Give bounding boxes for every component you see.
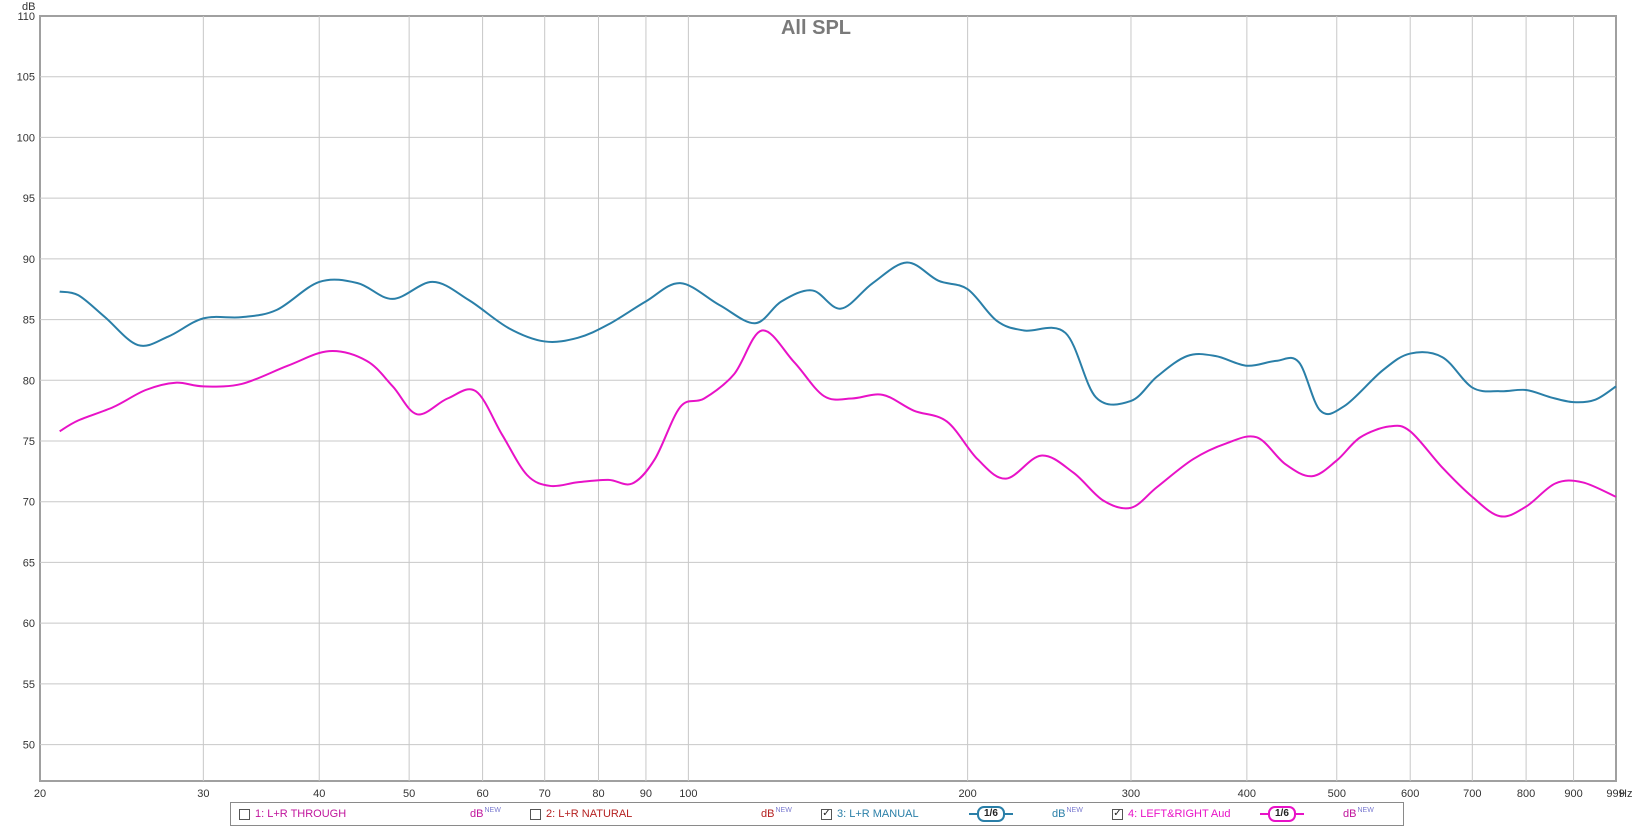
x-tick-label: 80: [592, 788, 604, 800]
y-axis-label: dB: [22, 1, 35, 13]
smoothing-line-left: [969, 813, 977, 815]
smoothing-value: 1/6: [977, 806, 1005, 822]
y-tick-label: 110: [17, 11, 35, 23]
x-tick-label: 700: [1463, 788, 1481, 800]
legend-label: 3: L+R MANUAL: [837, 808, 919, 820]
y-tick-label: 100: [17, 132, 35, 144]
db-label: dB: [1343, 808, 1357, 820]
x-tick-label: 50: [403, 788, 415, 800]
y-tick-label: 55: [23, 679, 35, 691]
legend-item-4[interactable]: ✓ 4: LEFT&RIGHT Aud: [1112, 803, 1231, 825]
y-axis-tick-labels: 110 105 100 95 90 85 80 75 70 65 60 55 50: [17, 11, 35, 752]
smoothing-line-right: [1295, 813, 1304, 815]
x-axis-unit-label: Hz: [1619, 788, 1632, 800]
series-line-2: [59, 329, 1617, 518]
checkbox-checked[interactable]: ✓: [1112, 808, 1123, 820]
x-tick-label: 400: [1238, 788, 1256, 800]
y-tick-label: 75: [23, 436, 35, 448]
x-tick-label: 20: [34, 788, 46, 800]
checkbox-checked[interactable]: ✓: [821, 808, 832, 820]
y-tick-label: 80: [23, 375, 35, 387]
legend-label: 2: L+R NATURAL: [546, 808, 633, 820]
legend-item-3[interactable]: ✓ 3: L+R MANUAL: [821, 803, 919, 825]
x-tick-label: 60: [476, 788, 488, 800]
db-offset-button[interactable]: dB NEW: [761, 803, 792, 825]
x-tick-label: 40: [313, 788, 325, 800]
db-label: dB: [761, 808, 775, 820]
grid-lines: [40, 16, 1616, 781]
smoothing-line-right: [1004, 813, 1013, 815]
checkbox-unchecked[interactable]: [530, 808, 541, 820]
x-tick-label: 100: [679, 788, 697, 800]
y-tick-label: 90: [23, 254, 35, 266]
x-tick-label: 900: [1564, 788, 1582, 800]
db-new-superscript: NEW: [484, 806, 501, 814]
db-label: dB: [1052, 808, 1066, 820]
legend-label: 4: LEFT&RIGHT Aud: [1128, 808, 1231, 820]
x-tick-label: 30: [197, 788, 209, 800]
legend-bar: 1: L+R THROUGH dB NEW 2: L+R NATURAL dB NEW ✓ 3…: [230, 802, 1404, 826]
x-tick-label: 500: [1328, 788, 1346, 800]
db-new-superscript: NEW: [1357, 806, 1374, 814]
legend-item-1[interactable]: 1: L+R THROUGH: [239, 803, 346, 825]
smoothing-control[interactable]: 1/6: [1260, 806, 1304, 822]
legend-label: 1: L+R THROUGH: [255, 808, 347, 820]
smoothing-value: 1/6: [1268, 806, 1296, 822]
smoothing-control[interactable]: 1/6: [969, 806, 1013, 822]
db-offset-button[interactable]: dB NEW: [1343, 803, 1374, 825]
series-lines: [59, 261, 1617, 518]
series-line-1: [59, 261, 1617, 416]
legend-item-2[interactable]: 2: L+R NATURAL: [530, 803, 632, 825]
chart-title: All SPL: [781, 17, 851, 39]
x-tick-label: 200: [958, 788, 976, 800]
db-offset-button[interactable]: dB NEW: [1052, 803, 1083, 825]
db-new-superscript: NEW: [1066, 806, 1083, 814]
y-tick-label: 70: [23, 497, 35, 509]
x-axis-tick-labels: 20 30 40 50 60 70 80 90 100 200 300 400 500 600 700 800…: [34, 788, 1625, 800]
y-tick-label: 50: [23, 740, 35, 752]
y-tick-label: 60: [23, 618, 35, 630]
db-offset-button[interactable]: dB NEW: [470, 803, 501, 825]
db-label: dB: [470, 808, 484, 820]
db-new-superscript: NEW: [775, 806, 792, 814]
y-tick-label: 65: [23, 557, 35, 569]
checkbox-unchecked[interactable]: [239, 808, 250, 820]
x-tick-label: 800: [1517, 788, 1535, 800]
smoothing-line-left: [1260, 813, 1268, 815]
x-tick-label: 70: [539, 788, 551, 800]
x-tick-label: 600: [1401, 788, 1419, 800]
spl-chart: 20 30 40 50 60 70 80 90 100 200 300 400 500 600 700 800…: [17, 1, 1632, 800]
x-tick-label: 999: [1606, 788, 1624, 800]
y-tick-label: 85: [23, 315, 35, 327]
y-tick-label: 95: [23, 193, 35, 205]
x-tick-label: 300: [1122, 788, 1140, 800]
x-tick-label: 90: [640, 788, 652, 800]
y-tick-label: 105: [17, 72, 35, 84]
